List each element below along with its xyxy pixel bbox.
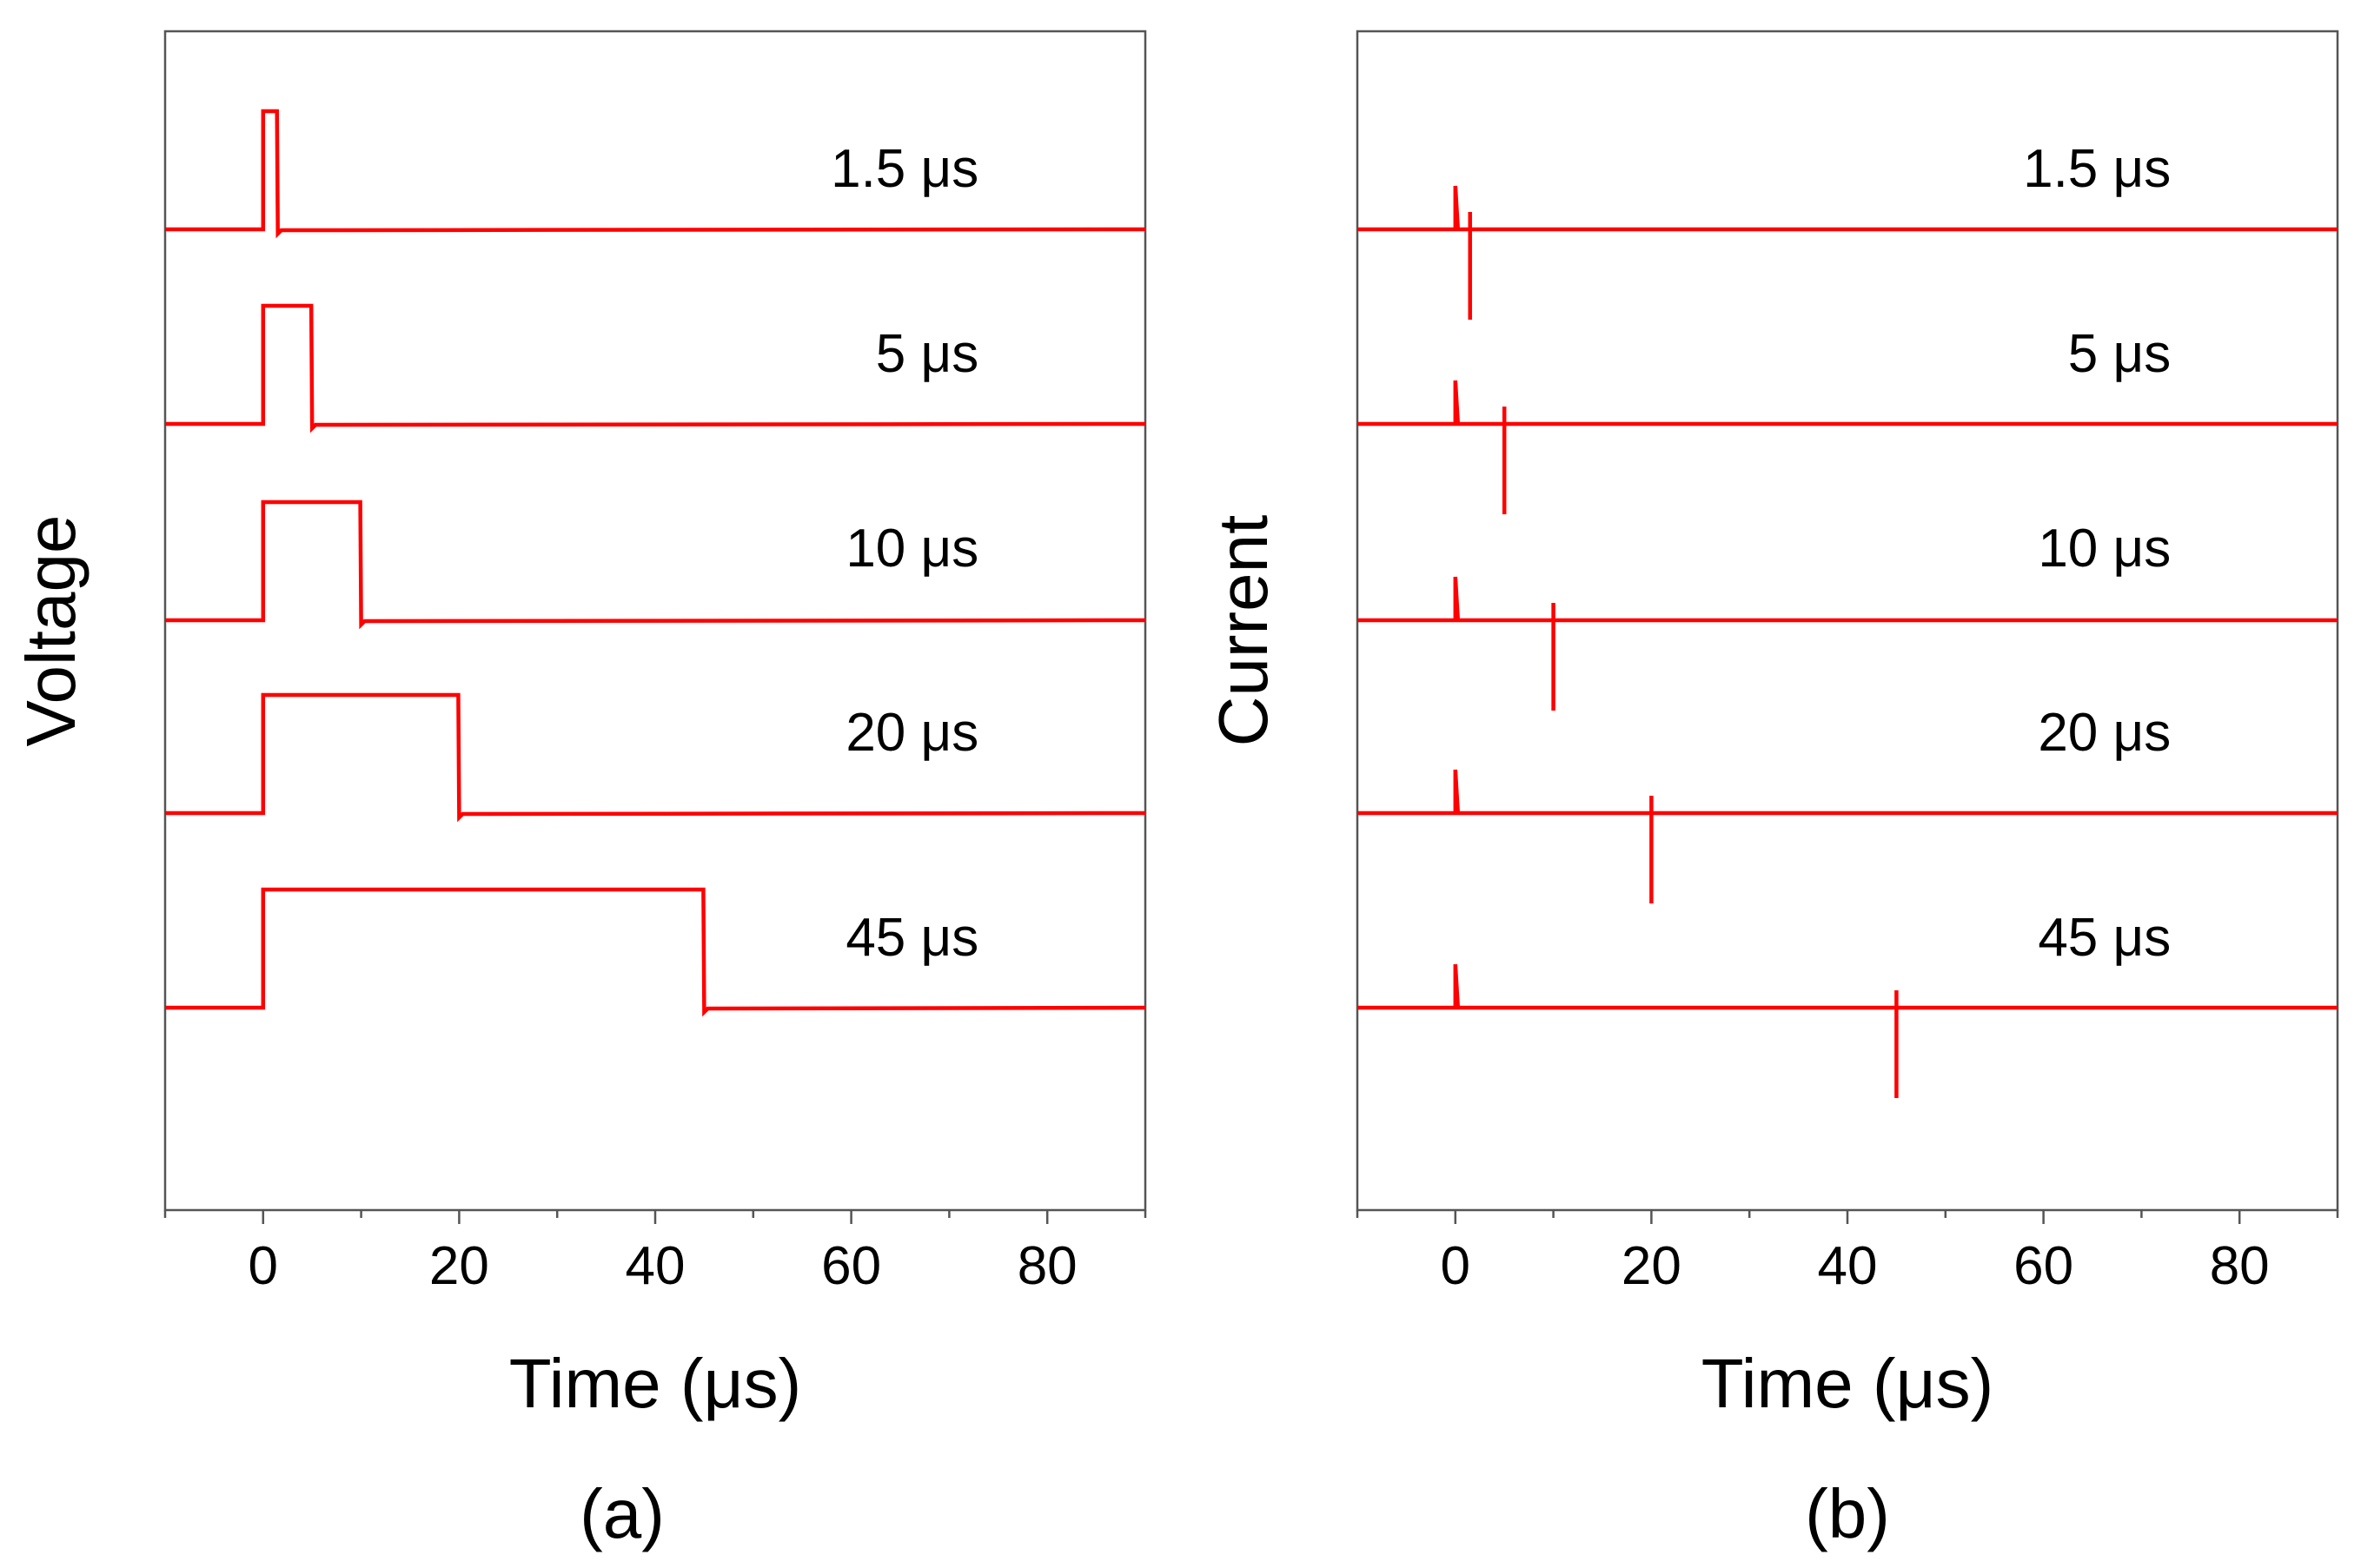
voltage-trace-2: [165, 303, 1146, 433]
voltage-x-tick-label: 60: [821, 1236, 881, 1296]
voltage-x-axis-title: Time (μs): [509, 1345, 801, 1422]
current-panel-label: (b): [1805, 1475, 1890, 1552]
current-trace-5: [1357, 963, 2338, 1098]
current-y-axis-title: Current: [1204, 515, 1282, 747]
current-x-axis-title: Time (μs): [1701, 1345, 1993, 1422]
current-x-tick-label: 60: [2013, 1236, 2073, 1296]
current-trace-1: [1357, 185, 2338, 320]
voltage-pulse-label: 10 μs: [846, 519, 978, 579]
voltage-x-tick-label: 20: [429, 1236, 489, 1296]
voltage-trace-1: [165, 109, 1146, 239]
voltage-y-axis-title: Voltage: [12, 515, 90, 747]
current-pulse-label: 10 μs: [2038, 519, 2171, 579]
voltage-pulse-label: 5 μs: [876, 324, 978, 384]
voltage-panel: 0 20 40 60 80 1.5 μs 5 μs 10 μs 20 μs 45 μs Time…: [12, 30, 1147, 1552]
current-trace-4: [1357, 769, 2338, 903]
voltage-x-tick-labels: 0 20 40 60 80: [249, 1236, 1078, 1296]
current-x-tick-label: 80: [2210, 1236, 2270, 1296]
voltage-x-axis-ticks: [163, 1210, 1147, 1224]
current-pulse-label: 20 μs: [2038, 703, 2171, 763]
voltage-x-tick-label: 80: [1018, 1236, 1078, 1296]
voltage-pulse-labels: 1.5 μs 5 μs 10 μs 20 μs 45 μs: [831, 139, 978, 968]
current-pulse-label: 1.5 μs: [2023, 139, 2171, 199]
voltage-x-tick-label: 40: [626, 1236, 686, 1296]
current-x-tick-label: 0: [1441, 1236, 1470, 1296]
voltage-trace-3: [165, 500, 1146, 630]
current-pulse-label: 5 μs: [2068, 324, 2171, 384]
current-pulse-label: 45 μs: [2038, 908, 2171, 968]
current-x-tick-labels: 0 20 40 60 80: [1441, 1236, 2270, 1296]
voltage-x-tick-label: 0: [249, 1236, 278, 1296]
current-x-tick-label: 20: [1622, 1236, 1681, 1296]
current-trace-2: [1357, 380, 2338, 514]
current-x-tick-label: 40: [1818, 1236, 1878, 1296]
voltage-trace-5: [165, 887, 1146, 1017]
voltage-pulse-label: 45 μs: [846, 908, 978, 968]
voltage-traces: [165, 109, 1146, 1017]
current-panel: 0 20 40 60 80 1.5 μs 5 μs 10 μs 20 μs 45 μs Time…: [1204, 30, 2339, 1552]
voltage-pulse-label: 20 μs: [846, 703, 978, 763]
voltage-panel-label: (a): [580, 1475, 665, 1552]
current-x-axis-ticks: [1356, 1210, 2339, 1224]
voltage-trace-4: [165, 692, 1146, 823]
current-pulse-labels: 1.5 μs 5 μs 10 μs 20 μs 45 μs: [2023, 139, 2171, 968]
current-trace-3: [1357, 576, 2338, 711]
current-traces: [1357, 185, 2338, 1098]
voltage-pulse-label: 1.5 μs: [831, 139, 978, 199]
